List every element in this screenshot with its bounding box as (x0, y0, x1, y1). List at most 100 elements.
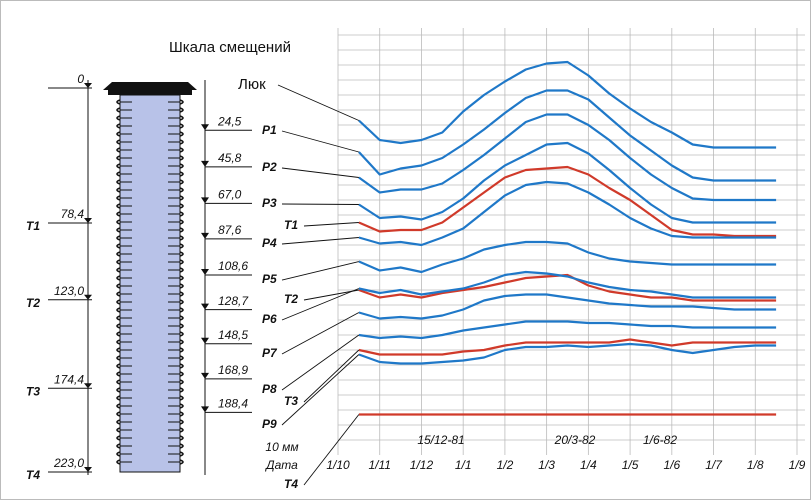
arrow (84, 83, 92, 88)
pipe-rib (116, 347, 184, 353)
pipe-rib (116, 115, 184, 121)
pipe-rib (116, 179, 184, 185)
pipe-rib (116, 195, 184, 201)
sensor-tick-label: 128,7 (218, 294, 249, 308)
pipe-rib (116, 443, 184, 449)
series-line (358, 240, 777, 274)
pipe-rib (116, 243, 184, 249)
pipe-rib (116, 379, 184, 385)
series-line (358, 180, 777, 247)
arrow (201, 269, 209, 276)
series-label: T2 (284, 292, 298, 306)
series-label: P3 (262, 196, 277, 210)
depth-tick-label: 123,0 (54, 284, 84, 298)
x-tick-label: 1/12 (410, 458, 434, 472)
series-line (358, 293, 777, 320)
arrow (201, 406, 209, 413)
series-line (358, 113, 777, 202)
leader-line (281, 167, 359, 178)
pipe-rib (116, 387, 184, 393)
pipe-rib (116, 395, 184, 401)
pipe-rib (116, 299, 184, 305)
leader-line (303, 349, 360, 403)
pipe-rib (116, 219, 184, 225)
series-line (358, 165, 777, 238)
series-line (358, 141, 777, 224)
series-label: P4 (262, 236, 277, 250)
leader-line (303, 414, 360, 486)
arrow (201, 303, 209, 310)
series-line (358, 320, 777, 340)
sensor-tick-label: 24,5 (217, 114, 242, 128)
arrow (84, 467, 92, 472)
series-label: P7 (262, 346, 278, 360)
pipe-rib (116, 339, 184, 345)
pipe-rib (116, 131, 184, 137)
pipe-rib (116, 315, 184, 321)
arrow (201, 372, 209, 379)
pipe-rib (116, 331, 184, 337)
x-tick-label: 1/6 (663, 458, 680, 472)
series-line (358, 270, 777, 299)
pipe-rib (116, 107, 184, 113)
depth-tick-label: 223,0 (53, 456, 84, 470)
pipe-rib (116, 291, 184, 297)
leader-line (281, 354, 360, 426)
x-tick-label: 1/5 (622, 458, 639, 472)
x-tick-label: 1/10 (326, 458, 350, 472)
depth-name: T1 (26, 219, 40, 233)
series-line (358, 342, 777, 365)
pipe-rib (116, 435, 184, 441)
series-label: P6 (262, 312, 277, 326)
leader-line (281, 288, 360, 321)
series-line (358, 60, 777, 149)
series-line (358, 89, 777, 182)
x-tick-label: 1/11 (368, 458, 390, 472)
pipe-rib (116, 227, 184, 233)
x-axis-label: Дата (264, 458, 298, 472)
leader-line (281, 130, 359, 153)
pipe-rib (116, 363, 184, 369)
pipe-rib (116, 99, 184, 105)
x-tick-label: 1/8 (747, 458, 764, 472)
cover-base (108, 89, 192, 95)
leader-line (303, 222, 359, 227)
arrow (201, 160, 209, 167)
pipe-rib (116, 323, 184, 329)
sensor-tick-label: 188,4 (218, 397, 248, 411)
series-label: T4 (284, 477, 298, 491)
leader-line (281, 334, 360, 391)
pipe-rib (116, 267, 184, 273)
sensor-tick-label: 168,9 (218, 363, 248, 377)
leader-line (281, 312, 360, 355)
pipe-rib (116, 203, 184, 209)
pipe-rib (116, 411, 184, 417)
pipe-rib (116, 451, 184, 457)
pipe-rib (116, 283, 184, 289)
series-label: P2 (262, 160, 277, 174)
leader-line (277, 84, 360, 121)
chart-title: Шкала смещений (169, 39, 291, 56)
pipe-rib (116, 371, 184, 377)
hatch-cover (103, 82, 197, 90)
arrow (201, 337, 209, 344)
pipe-rib (116, 187, 184, 193)
sensor-tick-label: 108,6 (218, 259, 248, 273)
pipe-rib (116, 211, 184, 217)
x-tick-label: 1/1 (455, 458, 472, 472)
pipe-rib (116, 147, 184, 153)
annotation: 1/6-82 (643, 433, 677, 447)
sensor-tick-label: 148,5 (218, 328, 248, 342)
depth-name: T2 (26, 296, 40, 310)
leader-line (281, 261, 359, 281)
pipe-rib (116, 355, 184, 361)
leader-line (281, 237, 359, 245)
arrow (201, 124, 209, 131)
series-label: P8 (262, 382, 277, 396)
series-label: P9 (262, 417, 277, 431)
pipe-rib (116, 163, 184, 169)
x-tick-label: 1/9 (789, 458, 806, 472)
sensor-tick-label: 45,8 (218, 151, 242, 165)
pipe-rib (116, 123, 184, 129)
series-label: Люк (238, 76, 266, 93)
